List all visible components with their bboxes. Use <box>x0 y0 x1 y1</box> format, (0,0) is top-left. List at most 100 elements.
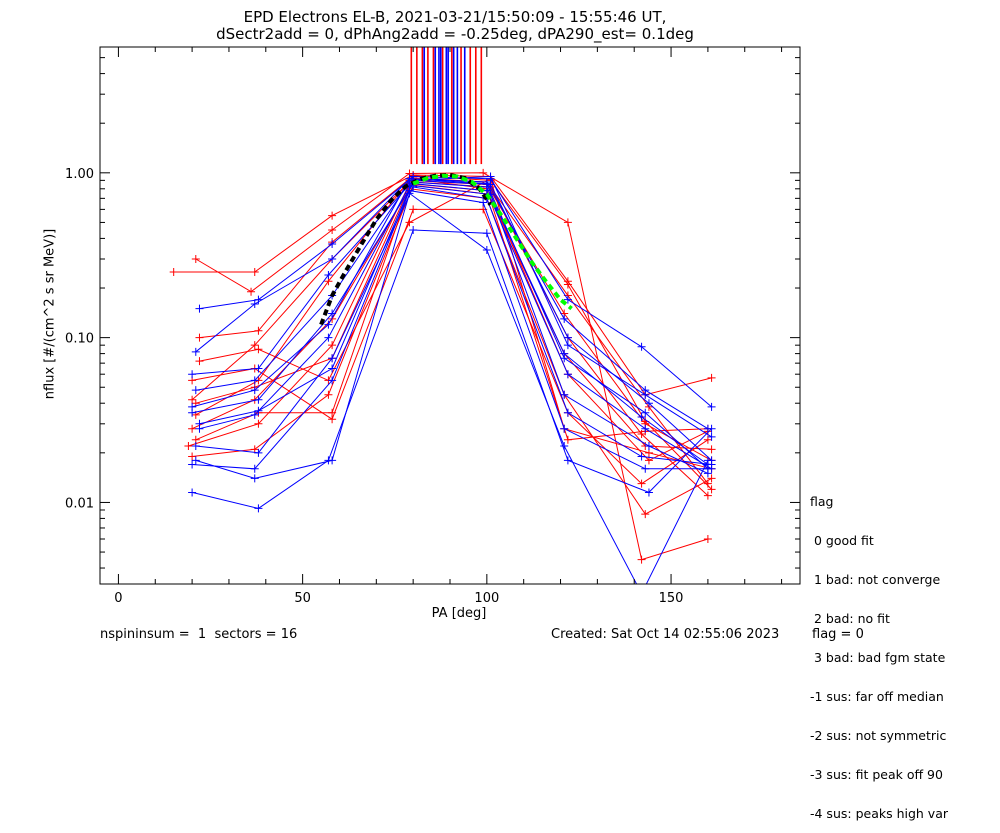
series-line <box>199 175 712 438</box>
data-point <box>250 376 259 385</box>
series-line <box>195 188 712 515</box>
y-tick-label: 0.01 <box>65 496 94 511</box>
data-point <box>324 390 333 399</box>
data-point <box>641 408 650 417</box>
series-line <box>195 178 708 441</box>
data-point <box>560 424 569 433</box>
data-point <box>191 254 200 263</box>
data-point <box>328 415 337 424</box>
data-point <box>250 299 259 308</box>
series-line <box>195 178 709 430</box>
legend-item: -3 sus: fit peak off 90 <box>810 767 943 782</box>
legend-item: 3 bad: bad fgm state <box>810 650 946 665</box>
data-point <box>328 225 337 234</box>
data-point <box>644 399 653 408</box>
data-point <box>191 442 200 451</box>
fit-curve <box>412 173 573 311</box>
data-point <box>637 452 646 461</box>
data-point <box>188 370 197 379</box>
y-axis-label: nflux [#/(cm^2 s sr MeV)] <box>42 228 58 400</box>
series-line <box>192 179 712 461</box>
data-point <box>191 456 200 465</box>
data-point <box>254 345 263 354</box>
x-tick-label: 150 <box>659 591 684 606</box>
series-line <box>195 186 712 465</box>
data-point <box>707 445 716 454</box>
footer-flag: flag = 0 <box>812 627 864 642</box>
data-point <box>250 474 259 483</box>
x-axis-label: PA [deg] <box>431 606 487 621</box>
data-point <box>563 370 572 379</box>
data-point <box>707 460 716 469</box>
legend-item: -1 sus: far off median <box>810 689 944 704</box>
series-line <box>195 192 709 584</box>
data-point <box>195 357 204 366</box>
data-point <box>479 168 488 177</box>
data-point <box>250 464 259 473</box>
series-line <box>195 179 712 461</box>
data-point <box>703 464 712 473</box>
series-line <box>192 208 709 485</box>
chart-title-line2: dSectr2add = 0, dPhAng2add = -0.25deg, d… <box>216 25 694 43</box>
data-point <box>563 456 572 465</box>
flag-legend: flag 0 good fit 1 bad: not converge 2 ba… <box>810 469 948 833</box>
footer-created: Created: Sat Oct 14 02:55:06 2023 <box>551 627 780 642</box>
data-point <box>250 410 259 419</box>
plot-frame <box>99 46 801 585</box>
series-line <box>191 229 712 509</box>
data-point <box>328 376 337 385</box>
data-point <box>188 452 197 461</box>
legend-item: 1 bad: not converge <box>810 572 941 587</box>
y-tick-label: 0.10 <box>65 332 94 347</box>
data-point <box>703 535 712 544</box>
data-point <box>563 341 572 350</box>
series-line <box>192 183 712 470</box>
data-point <box>641 424 650 433</box>
data-point <box>563 408 572 417</box>
data-point <box>482 246 491 255</box>
data-point <box>247 287 256 296</box>
data-point <box>563 333 572 342</box>
data-point <box>188 488 197 497</box>
data-point <box>563 295 572 304</box>
data-point <box>563 435 572 444</box>
series-line <box>191 178 709 470</box>
data-point <box>254 395 263 404</box>
data-point <box>707 485 716 494</box>
data-point <box>254 364 263 373</box>
data-point <box>169 268 178 277</box>
data-point <box>563 280 572 289</box>
plot-area <box>169 47 716 584</box>
data-point <box>560 314 569 323</box>
data-point <box>637 479 646 488</box>
data-point <box>324 270 333 279</box>
data-point <box>707 402 716 411</box>
data-point <box>707 474 716 483</box>
series-line <box>191 181 709 496</box>
data-point <box>637 555 646 564</box>
data-point <box>409 205 418 214</box>
data-point <box>328 456 337 465</box>
data-point <box>188 395 197 404</box>
data-point <box>707 373 716 382</box>
data-point <box>250 341 259 350</box>
data-point <box>560 354 569 363</box>
data-point <box>324 320 333 329</box>
data-point <box>641 464 650 473</box>
data-point <box>644 448 653 457</box>
footer-nspin: nspininsum = 1 sectors = 16 <box>100 627 298 642</box>
series-line <box>199 178 712 470</box>
data-point <box>482 229 491 238</box>
series-line <box>192 190 708 470</box>
data-point <box>641 510 650 519</box>
data-point <box>328 254 337 263</box>
data-point <box>254 504 263 513</box>
data-point <box>707 424 716 433</box>
chart: 0 50 100 150 0.01 0.10 1.00 <box>65 46 801 606</box>
data-point <box>191 347 200 356</box>
data-point <box>405 189 414 198</box>
data-point <box>409 225 418 234</box>
data-point <box>644 442 653 451</box>
data-point <box>479 198 488 207</box>
data-point <box>328 239 337 248</box>
